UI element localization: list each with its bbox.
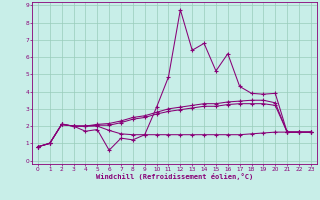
X-axis label: Windchill (Refroidissement éolien,°C): Windchill (Refroidissement éolien,°C) — [96, 173, 253, 180]
